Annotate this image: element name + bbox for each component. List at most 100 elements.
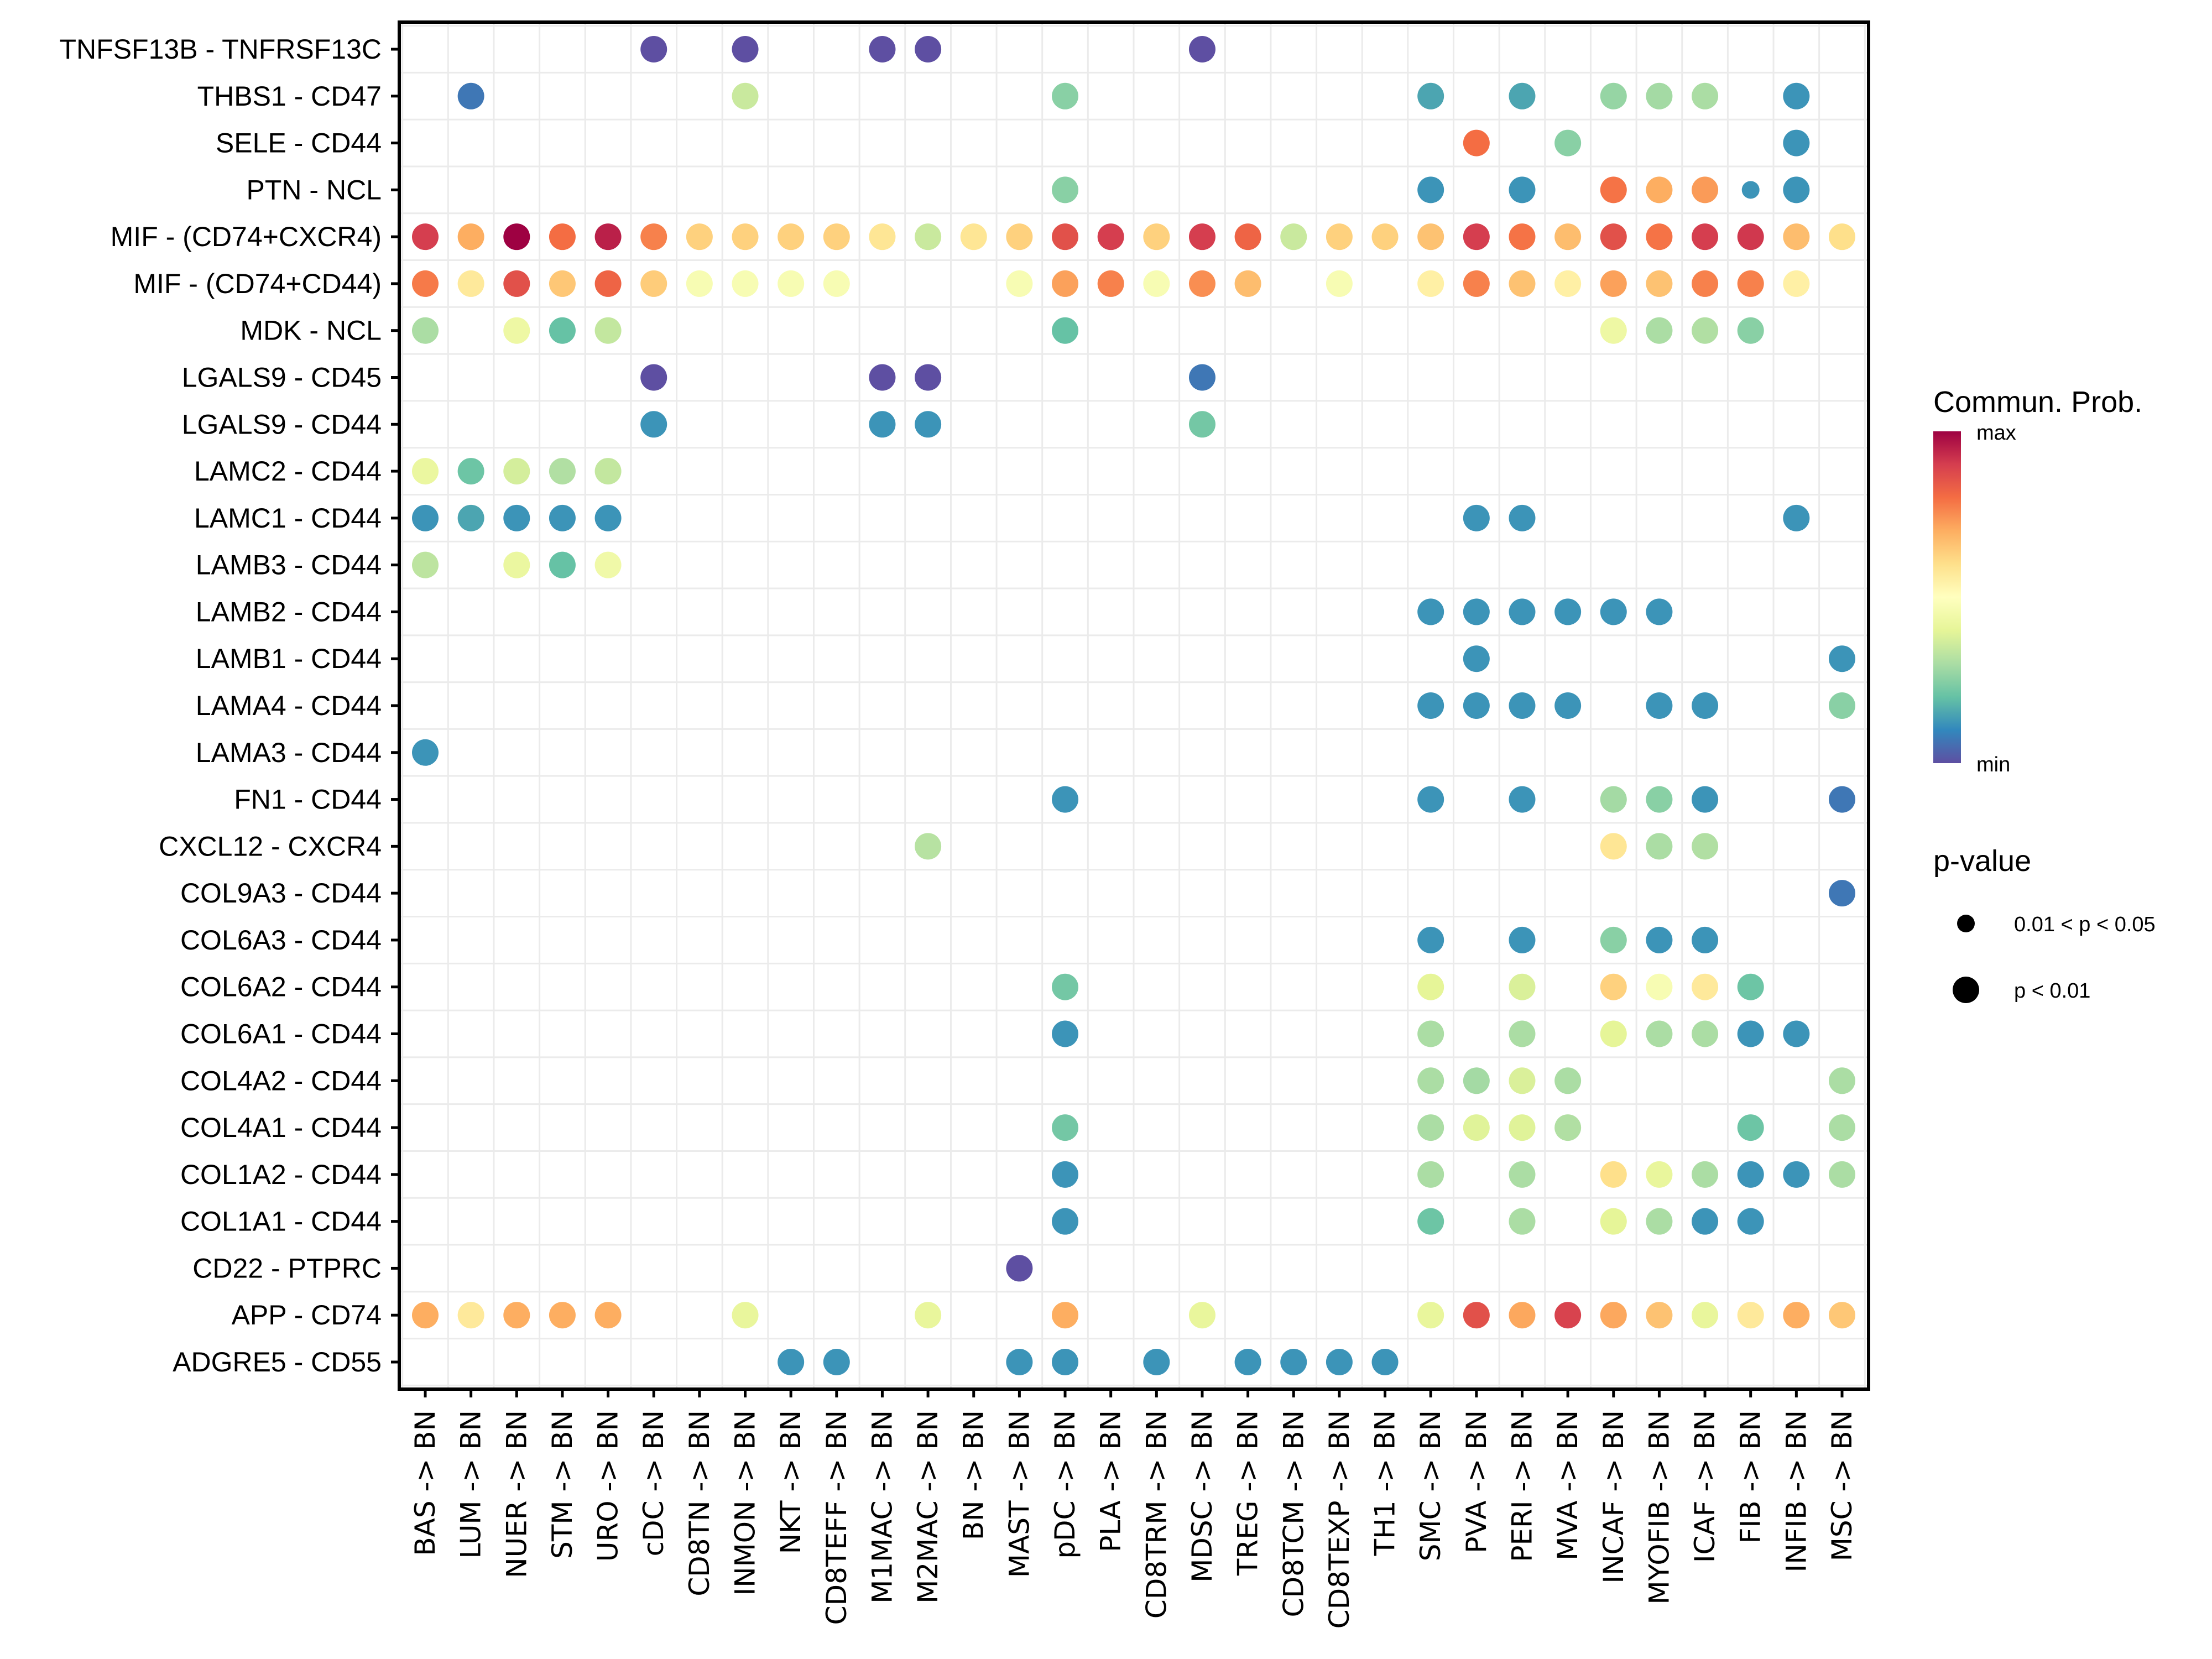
data-point bbox=[1463, 598, 1490, 625]
data-point bbox=[1417, 223, 1444, 251]
data-point bbox=[1052, 973, 1079, 1000]
pvalue-legend-label-small: 0.01 < p < 0.05 bbox=[2014, 913, 2156, 936]
data-point bbox=[732, 223, 759, 251]
y-tick-label: COL6A1 - CD44 bbox=[180, 1019, 382, 1050]
data-point bbox=[1417, 598, 1444, 625]
data-point bbox=[1188, 411, 1215, 438]
color-legend: Commun. Prob. max min bbox=[1933, 385, 2142, 776]
data-point bbox=[1600, 926, 1627, 953]
data-point bbox=[1692, 1020, 1719, 1047]
data-point bbox=[1692, 82, 1719, 109]
data-point bbox=[1509, 1302, 1536, 1329]
data-point bbox=[778, 223, 805, 251]
x-axis: BAS -> BN LUM -> BN NUER -> BN STM -> BN URO… bbox=[409, 1389, 1858, 1629]
data-point bbox=[1600, 973, 1627, 1000]
y-tick-label: LAMA3 - CD44 bbox=[196, 737, 382, 768]
data-point bbox=[1600, 223, 1627, 251]
data-point bbox=[503, 270, 530, 297]
x-tick-label: ICAF -> BN bbox=[1689, 1410, 1721, 1563]
data-point bbox=[503, 551, 530, 578]
data-point bbox=[1463, 1067, 1490, 1094]
data-point bbox=[1052, 1020, 1079, 1047]
data-point bbox=[1646, 973, 1673, 1000]
data-point bbox=[1692, 692, 1719, 719]
data-point bbox=[1783, 270, 1810, 297]
x-tick-label: MSC -> BN bbox=[1826, 1410, 1858, 1561]
data-point bbox=[915, 223, 942, 251]
data-point bbox=[457, 82, 484, 109]
x-tick-label: PLA -> BN bbox=[1095, 1410, 1127, 1552]
data-point bbox=[1829, 223, 1855, 251]
data-point bbox=[1509, 1208, 1536, 1235]
data-point bbox=[1829, 692, 1855, 719]
y-tick-label: LAMA4 - CD44 bbox=[196, 690, 382, 721]
data-point bbox=[1417, 1067, 1444, 1094]
data-point bbox=[915, 833, 942, 860]
data-point bbox=[1783, 1020, 1810, 1047]
data-point bbox=[594, 458, 622, 485]
data-point bbox=[1783, 1161, 1810, 1188]
data-point bbox=[1417, 692, 1444, 719]
data-point bbox=[412, 504, 439, 531]
data-point bbox=[1143, 223, 1170, 251]
data-point bbox=[823, 1349, 850, 1375]
data-point bbox=[503, 223, 530, 251]
data-point bbox=[1737, 1208, 1764, 1235]
data-point bbox=[1417, 1302, 1444, 1329]
data-point bbox=[1554, 1114, 1582, 1141]
data-point bbox=[1188, 36, 1215, 62]
data-point bbox=[1692, 176, 1719, 204]
data-point bbox=[1463, 692, 1490, 719]
data-point bbox=[1692, 317, 1719, 344]
data-point bbox=[1509, 926, 1536, 953]
data-point bbox=[457, 504, 484, 531]
data-point bbox=[412, 551, 439, 578]
data-point bbox=[1052, 82, 1079, 109]
data-point bbox=[1188, 223, 1215, 251]
data-point bbox=[1783, 1302, 1810, 1329]
data-point bbox=[412, 317, 439, 344]
data-point bbox=[1554, 129, 1582, 156]
data-point bbox=[549, 504, 576, 531]
data-point bbox=[1143, 270, 1170, 297]
data-point bbox=[732, 82, 759, 109]
data-point bbox=[1509, 692, 1536, 719]
data-point bbox=[457, 458, 484, 485]
data-point bbox=[1783, 129, 1810, 156]
data-point bbox=[1692, 223, 1719, 251]
data-point bbox=[1371, 1349, 1399, 1375]
y-tick-label: THBS1 - CD47 bbox=[197, 81, 382, 112]
data-point bbox=[594, 551, 622, 578]
data-point bbox=[823, 270, 850, 297]
data-point bbox=[412, 223, 439, 251]
data-point bbox=[1052, 1302, 1079, 1329]
data-point bbox=[594, 1302, 622, 1329]
data-point bbox=[1554, 598, 1582, 625]
data-point bbox=[1737, 1161, 1764, 1188]
data-point bbox=[1646, 1302, 1673, 1329]
data-point bbox=[1646, 317, 1673, 344]
data-point bbox=[640, 223, 667, 251]
data-point bbox=[1052, 223, 1079, 251]
x-tick-label: MDSC -> BN bbox=[1186, 1410, 1218, 1583]
data-point bbox=[1829, 1067, 1855, 1094]
data-point bbox=[1509, 1067, 1536, 1094]
data-point bbox=[1097, 270, 1124, 297]
data-point bbox=[686, 223, 713, 251]
data-point bbox=[869, 364, 896, 391]
y-tick-label: COL4A1 - CD44 bbox=[180, 1112, 382, 1143]
y-tick-label: LGALS9 - CD45 bbox=[182, 362, 382, 393]
x-tick-label: INMON -> BN bbox=[729, 1410, 761, 1595]
data-point bbox=[869, 411, 896, 438]
data-point bbox=[1509, 1020, 1536, 1047]
data-point bbox=[1646, 1161, 1673, 1188]
data-point bbox=[686, 270, 713, 297]
data-point bbox=[640, 36, 667, 62]
data-point bbox=[1646, 1208, 1673, 1235]
pvalue-legend: p-value 0.01 < p < 0.05 p < 0.01 bbox=[1933, 844, 2156, 1003]
data-point bbox=[1052, 1349, 1079, 1375]
data-point bbox=[1737, 223, 1764, 251]
data-point bbox=[1646, 82, 1673, 109]
data-point bbox=[1741, 181, 1760, 199]
